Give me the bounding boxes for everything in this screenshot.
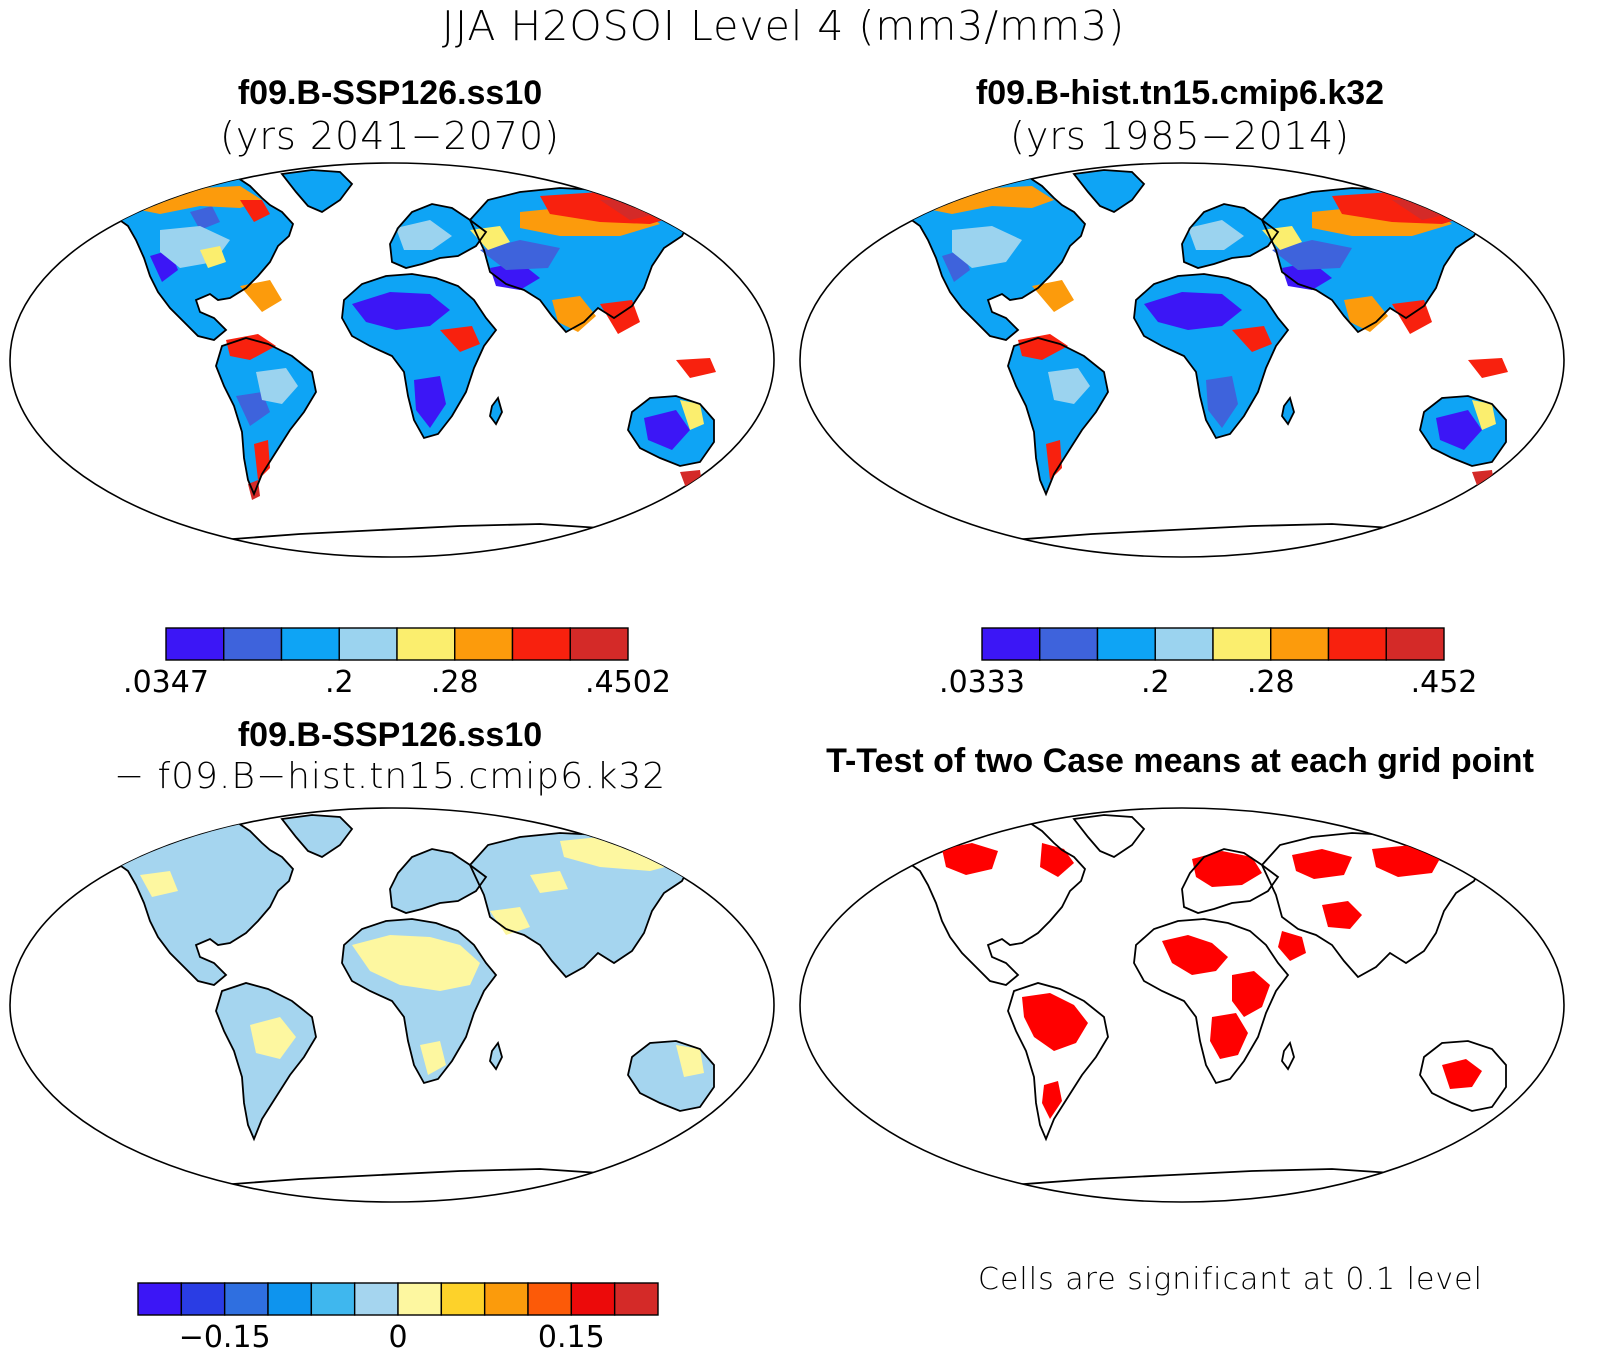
colorbar-swatch: [310, 1282, 356, 1316]
panel-4-footnote: Cells are significant at 0.1 level: [978, 1262, 1483, 1297]
panel-3-case-title: f09.B-SSP126.ss10: [237, 716, 543, 754]
colorbar-panel-1: .0347 .2 .28 .4502: [123, 627, 671, 700]
colorbar-swatch: [1039, 627, 1099, 661]
colorbar-swatch: [353, 1282, 399, 1316]
colorbar-swatch: [1327, 627, 1387, 661]
colorbar-tick-label: .4502: [585, 665, 671, 700]
colorbar-swatch: [440, 1282, 486, 1316]
colorbar-panel-2: .0333 .2 .28 .452: [939, 627, 1478, 700]
colorbar-tick-label: .28: [1247, 665, 1295, 700]
colorbar-swatch: [570, 1282, 616, 1316]
colorbar-swatch: [1212, 627, 1272, 661]
panel-2-case-title: f09.B-hist.tn15.cmip6.k32: [975, 74, 1385, 112]
map-panel-2: [799, 162, 1565, 558]
colorbar-swatch: [165, 627, 225, 661]
colorbar-tick-label: .0333: [939, 665, 1025, 700]
colorbar-swatch: [511, 627, 571, 661]
colorbar-tick-label: .0347: [123, 665, 209, 700]
colorbar-swatch: [223, 627, 283, 661]
colorbar-tick-label: 0.15: [538, 1320, 605, 1350]
colorbar-swatch: [1154, 627, 1214, 661]
colorbar-swatch: [267, 1282, 313, 1316]
colorbar-swatch: [223, 1282, 269, 1316]
panel-1-case-title: f09.B-SSP126.ss10: [237, 74, 543, 112]
panel-4-title: T-Test of two Case means at each grid po…: [826, 742, 1534, 780]
panel-1-subtitle: (yrs 2041−2070): [220, 114, 560, 158]
colorbar-swatch: [338, 627, 398, 661]
map-panel-1: [9, 162, 775, 558]
colorbar-tick-label: −0.15: [179, 1320, 271, 1350]
map-panel-4: [799, 807, 1565, 1203]
colorbar-swatch: [569, 627, 629, 661]
map-panel-3: [9, 807, 775, 1203]
panel-2-subtitle: (yrs 1985−2014): [1010, 114, 1350, 158]
colorbar-swatch: [454, 627, 514, 661]
colorbar-swatch: [1096, 627, 1156, 661]
panel-3-subtitle: − f09.B−hist.tn15.cmip6.k32: [113, 756, 667, 797]
colorbar-swatch: [396, 627, 456, 661]
colorbar-swatch: [527, 1282, 573, 1316]
colorbar-swatch: [1385, 627, 1445, 661]
colorbar-swatch: [397, 1282, 443, 1316]
colorbar-tick-label: 0: [388, 1320, 407, 1350]
colorbar-panel-3: −0.15 0 0.15: [137, 1282, 659, 1350]
colorbar-swatch: [981, 627, 1041, 661]
colorbar-swatch: [137, 1282, 183, 1316]
colorbar-swatch: [483, 1282, 529, 1316]
colorbar-swatch: [280, 627, 340, 661]
colorbar-tick-label: .28: [431, 665, 479, 700]
colorbar-tick-label: .452: [1411, 665, 1478, 700]
colorbar-swatch: [1270, 627, 1330, 661]
colorbar-tick-label: .2: [325, 665, 354, 700]
colorbar-tick-label: .2: [1141, 665, 1170, 700]
figure-title: JJA H2OSOI Level 4 (mm3/mm3): [441, 2, 1126, 50]
colorbar-swatch: [180, 1282, 226, 1316]
colorbar-swatch: [613, 1282, 659, 1316]
